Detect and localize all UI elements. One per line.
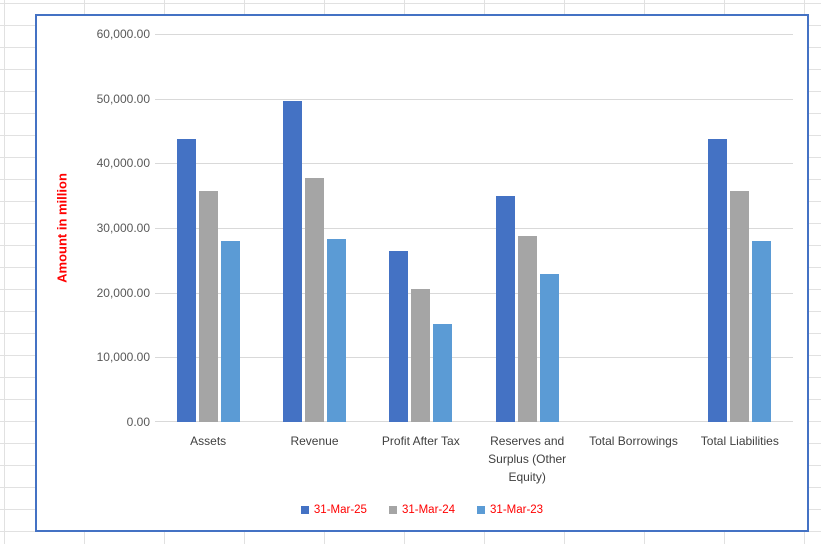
x-axis-category-label: Revenue bbox=[290, 434, 339, 448]
bar[interactable] bbox=[708, 138, 728, 422]
plot-area[interactable] bbox=[155, 34, 793, 422]
legend-swatch-icon bbox=[300, 506, 309, 514]
y-axis-tick-label: 0.00 bbox=[126, 415, 150, 429]
gridline bbox=[155, 421, 793, 422]
y-axis-tick-label: 40,000.00 bbox=[96, 156, 150, 171]
y-axis-tick-label: 60,000.00 bbox=[96, 27, 150, 41]
legend-item[interactable]: 31-Mar-25 bbox=[300, 504, 367, 516]
bar[interactable] bbox=[283, 100, 302, 422]
bar[interactable] bbox=[220, 240, 240, 422]
gridline bbox=[155, 34, 793, 35]
bar[interactable] bbox=[517, 236, 537, 422]
bar[interactable] bbox=[539, 273, 559, 422]
legend-swatch-icon bbox=[477, 506, 486, 514]
bar[interactable] bbox=[389, 251, 409, 422]
legend-label: 31-Mar-23 bbox=[490, 504, 544, 516]
gridline bbox=[155, 163, 793, 165]
legend-label: 31-Mar-25 bbox=[313, 504, 367, 516]
x-axis-category-label: Total Borrowings bbox=[589, 434, 678, 448]
gridline bbox=[155, 292, 793, 294]
bar[interactable] bbox=[411, 289, 431, 422]
bar[interactable] bbox=[305, 178, 324, 422]
chart-frame[interactable]: Amount in million 0.00 10,000.00 20,000.00… bbox=[35, 14, 809, 532]
x-axis-category-label: Reserves and Surplus (Other Equity) bbox=[488, 434, 567, 484]
y-axis[interactable]: 0.00 10,000.00 20,000.00 30,000.00 40,000.00… bbox=[37, 16, 150, 530]
legend-item[interactable]: 31-Mar-24 bbox=[388, 504, 456, 516]
legend-item[interactable]: 31-Mar-23 bbox=[477, 504, 543, 516]
y-axis-tick-label: 10,000.00 bbox=[96, 350, 150, 365]
gridline bbox=[155, 98, 793, 100]
bar[interactable] bbox=[433, 324, 453, 422]
x-axis[interactable]: Assets Revenue Profit After Tax Reserves an… bbox=[155, 432, 793, 492]
x-axis-category-label: Assets bbox=[190, 434, 227, 448]
bar[interactable] bbox=[198, 191, 218, 422]
y-axis-tick-label: 30,000.00 bbox=[96, 221, 150, 235]
bar[interactable] bbox=[176, 138, 196, 422]
bar[interactable] bbox=[327, 239, 346, 422]
gridline bbox=[155, 357, 793, 359]
x-axis-category-label: Total Liabilities bbox=[700, 434, 779, 448]
gridline bbox=[155, 228, 793, 229]
y-axis-tick-label: 20,000.00 bbox=[96, 285, 150, 300]
bar[interactable] bbox=[730, 191, 750, 422]
bar[interactable] bbox=[495, 195, 515, 422]
x-axis-category-label: Profit After Tax bbox=[381, 434, 460, 448]
legend[interactable]: 31-Mar-25 31-Mar-24 31-Mar-23 bbox=[37, 504, 807, 516]
y-axis-tick-label: 50,000.00 bbox=[96, 91, 150, 106]
bar[interactable] bbox=[752, 240, 772, 422]
legend-label: 31-Mar-24 bbox=[401, 504, 456, 516]
legend-swatch-icon bbox=[388, 506, 397, 514]
